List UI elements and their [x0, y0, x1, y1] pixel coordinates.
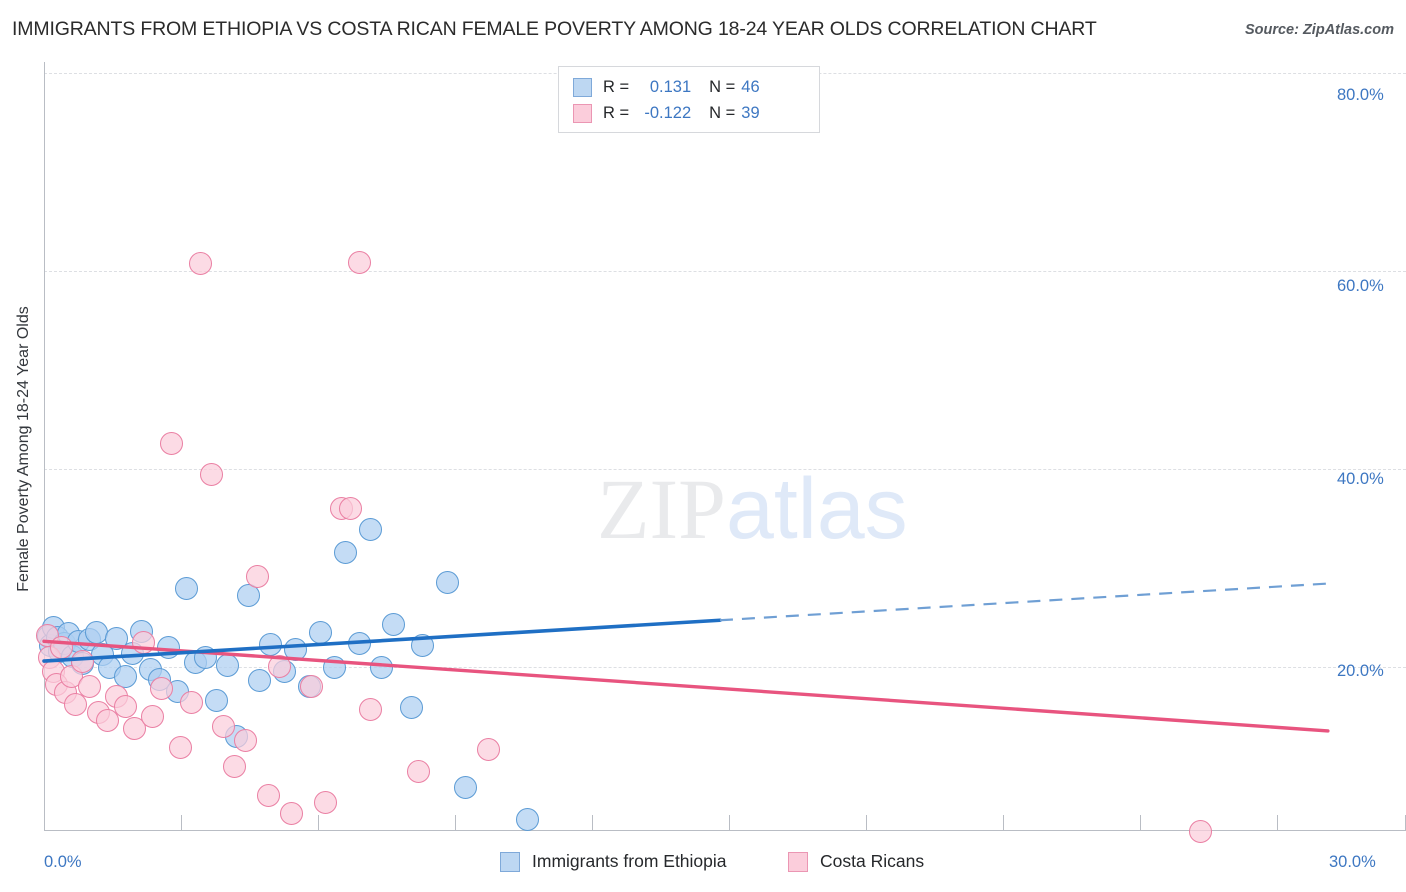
data-point-blue: [359, 517, 383, 541]
x-tick-1: [181, 815, 182, 830]
pink-r-value: -0.122: [644, 103, 692, 122]
data-point-pink: [406, 760, 430, 784]
data-point-pink: [1189, 819, 1213, 843]
data-point-pink: [223, 755, 247, 779]
data-point-pink: [477, 737, 501, 761]
x-tick-7: [1003, 815, 1004, 830]
data-point-pink: [49, 635, 73, 659]
gridline-60: [44, 271, 1406, 272]
data-point-blue: [515, 807, 539, 831]
x-tick-4: [592, 815, 593, 830]
blue-r-label: R =: [603, 77, 630, 96]
data-point-pink: [71, 649, 95, 673]
x-tick-6: [866, 815, 867, 830]
x-tick-0: [44, 815, 45, 830]
correlation-row-blue: R = 0.131 N = 46: [573, 74, 760, 100]
legend-blue-swatch-icon: [500, 851, 520, 872]
x-tick-9: [1277, 815, 1278, 830]
data-point-blue: [284, 637, 308, 661]
legend-item-immigrants-from-ethiopia[interactable]: Immigrants from Ethiopia: [500, 851, 727, 872]
data-point-blue: [236, 584, 260, 608]
data-point-pink: [189, 251, 212, 275]
data-point-pink: [279, 802, 303, 826]
blue-r-value: 0.131: [649, 77, 692, 96]
blue-n-value: 46: [741, 77, 760, 96]
y-tick-label-40: 40.0%: [1337, 470, 1384, 488]
data-point-pink: [77, 675, 101, 699]
y-tick-label-80: 80.0%: [1337, 86, 1384, 104]
pink-r-label: R =: [603, 103, 630, 122]
data-point-blue: [175, 577, 199, 601]
legend-label-series1: Immigrants from Ethiopia: [532, 851, 727, 871]
x-tick-8: [1140, 815, 1141, 830]
y-axis-line: [44, 62, 45, 830]
correlation-row-pink: R = -0.122 N = 39: [573, 100, 760, 126]
pink-n-label: N =: [709, 103, 736, 122]
data-point-blue: [436, 571, 460, 595]
x-axis-line: [44, 830, 1406, 831]
correlation-legend-box: R = 0.131 N = 46 R = -0.122 N = 39: [558, 66, 820, 133]
pink-swatch-icon: [573, 103, 592, 123]
data-point-blue: [334, 540, 358, 564]
data-point-blue: [309, 620, 333, 644]
data-point-pink: [211, 714, 235, 738]
data-point-pink: [268, 654, 292, 678]
data-point-pink: [200, 463, 224, 487]
data-point-pink: [159, 431, 183, 455]
data-point-blue: [381, 612, 405, 636]
data-point-pink: [313, 791, 337, 815]
data-point-blue: [157, 635, 181, 659]
data-point-blue: [399, 696, 423, 720]
pink-n-value: 39: [741, 103, 760, 122]
data-point-pink: [234, 728, 258, 752]
data-point-pink: [179, 691, 203, 715]
blue-swatch-icon: [573, 77, 592, 97]
x-tick-5: [729, 815, 730, 830]
plot-area: ZIPatlas: [44, 62, 1406, 830]
y-tick-label-20: 20.0%: [1337, 662, 1384, 680]
gridline-40: [44, 469, 1406, 470]
data-point-pink: [132, 630, 156, 654]
legend-pink-swatch-icon: [788, 851, 808, 872]
watermark-zip: ZIP: [597, 461, 726, 557]
legend-label-series2: Costa Ricans: [820, 851, 925, 871]
watermark-atlas: atlas: [726, 461, 908, 557]
data-point-pink: [257, 784, 281, 808]
x-tick-label-max: 30.0%: [1329, 853, 1376, 871]
y-tick-label-60: 60.0%: [1337, 277, 1384, 295]
data-point-blue: [411, 633, 435, 657]
data-point-blue: [322, 655, 346, 679]
data-point-blue: [259, 632, 283, 656]
source-attribution: Source: ZipAtlas.com: [1244, 22, 1394, 38]
x-tick-2: [318, 815, 319, 830]
data-point-blue: [193, 645, 217, 669]
y-axis-title: Female Poverty Among 18-24 Year Olds: [15, 306, 32, 592]
zipatlas-watermark: ZIPatlas: [597, 466, 908, 552]
gridline-20: [44, 667, 1406, 668]
data-point-blue: [454, 776, 478, 800]
legend-item-costa-ricans[interactable]: Costa Ricans: [788, 851, 924, 872]
blue-n-label: N =: [709, 77, 736, 96]
data-point-blue: [347, 631, 371, 655]
page-title: IMMIGRANTS FROM ETHIOPIA VS COSTA RICAN …: [12, 18, 1097, 40]
x-tick-label-min: 0.0%: [44, 853, 82, 871]
data-point-blue: [216, 653, 240, 677]
data-point-pink: [338, 497, 362, 521]
data-point-pink: [168, 735, 192, 759]
data-point-pink: [245, 565, 269, 589]
x-tick-3: [455, 815, 456, 830]
data-point-pink: [347, 250, 371, 274]
data-point-blue: [204, 689, 228, 713]
